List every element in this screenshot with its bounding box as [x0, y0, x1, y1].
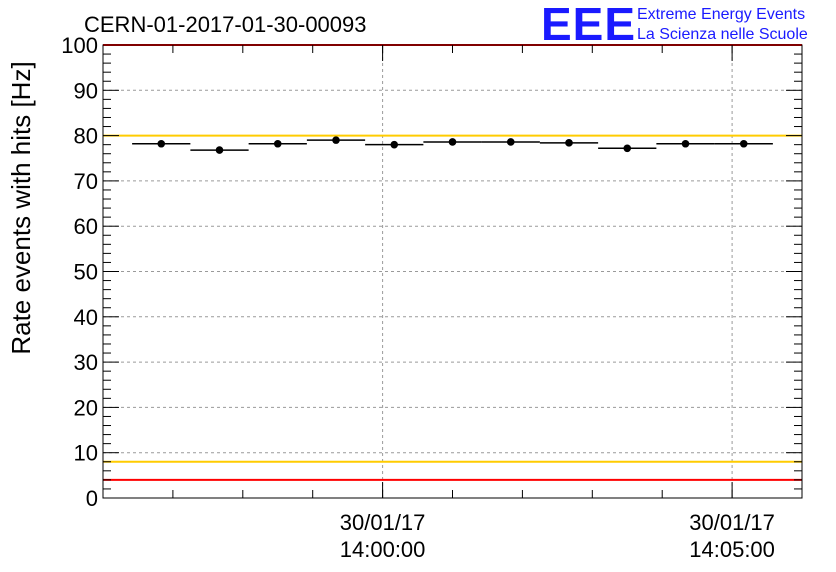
data-point — [190, 146, 249, 154]
y-tick-label: 10 — [74, 441, 98, 466]
y-tick-label: 80 — [74, 124, 98, 149]
data-marker — [215, 146, 224, 154]
y-tick-label: 50 — [74, 260, 98, 285]
data-point — [481, 138, 540, 146]
data-marker — [157, 139, 166, 148]
x-tick-label-date: 30/01/17 — [340, 510, 426, 535]
data-series — [132, 136, 773, 154]
data-point — [306, 136, 366, 144]
x-tick-label-date: 30/01/17 — [689, 510, 775, 535]
data-point — [423, 138, 482, 146]
reference-lines — [103, 44, 802, 481]
y-tick-label: 0 — [86, 486, 98, 511]
y-tick-label: 90 — [74, 78, 98, 103]
data-point — [132, 139, 191, 148]
axis-ticks — [102, 44, 803, 499]
data-marker — [565, 139, 573, 147]
y-tick-label: 70 — [74, 169, 98, 194]
data-marker — [390, 140, 399, 149]
data-marker — [332, 136, 340, 144]
data-point — [714, 139, 773, 148]
eee-logo-line1: Extreme Energy Events — [637, 6, 805, 23]
data-point — [598, 144, 657, 153]
y-tick-labels: 0 10 20 30 40 50 60 70 80 90 100 — [61, 33, 98, 511]
data-marker — [506, 138, 515, 146]
y-axis-label: Rate events with hits [Hz] — [6, 61, 36, 354]
grid-lines — [103, 45, 802, 498]
eee-logo-mark: EEE — [541, 0, 636, 50]
data-marker — [681, 139, 690, 148]
data-marker — [739, 139, 748, 148]
data-point — [539, 139, 599, 147]
data-marker — [623, 144, 632, 153]
data-marker — [448, 138, 457, 146]
data-point — [248, 139, 307, 148]
y-tick-label: 40 — [74, 305, 98, 330]
data-point — [365, 140, 424, 149]
y-tick-label: 20 — [74, 395, 98, 420]
x-tick-label-time: 14:05:00 — [689, 537, 775, 562]
y-tick-label: 60 — [74, 214, 98, 239]
y-tick-label: 30 — [74, 350, 98, 375]
eee-logo: EEE Extreme Energy Events La Scienza nel… — [541, 0, 808, 50]
data-point — [656, 139, 715, 148]
y-tick-label: 100 — [61, 33, 98, 58]
chart-title: CERN-01-2017-01-30-00093 — [84, 12, 367, 37]
x-tick-label-time: 14:00:00 — [340, 537, 426, 562]
data-marker — [273, 139, 282, 148]
eee-logo-line2: La Scienza nelle Scuole — [637, 26, 808, 43]
